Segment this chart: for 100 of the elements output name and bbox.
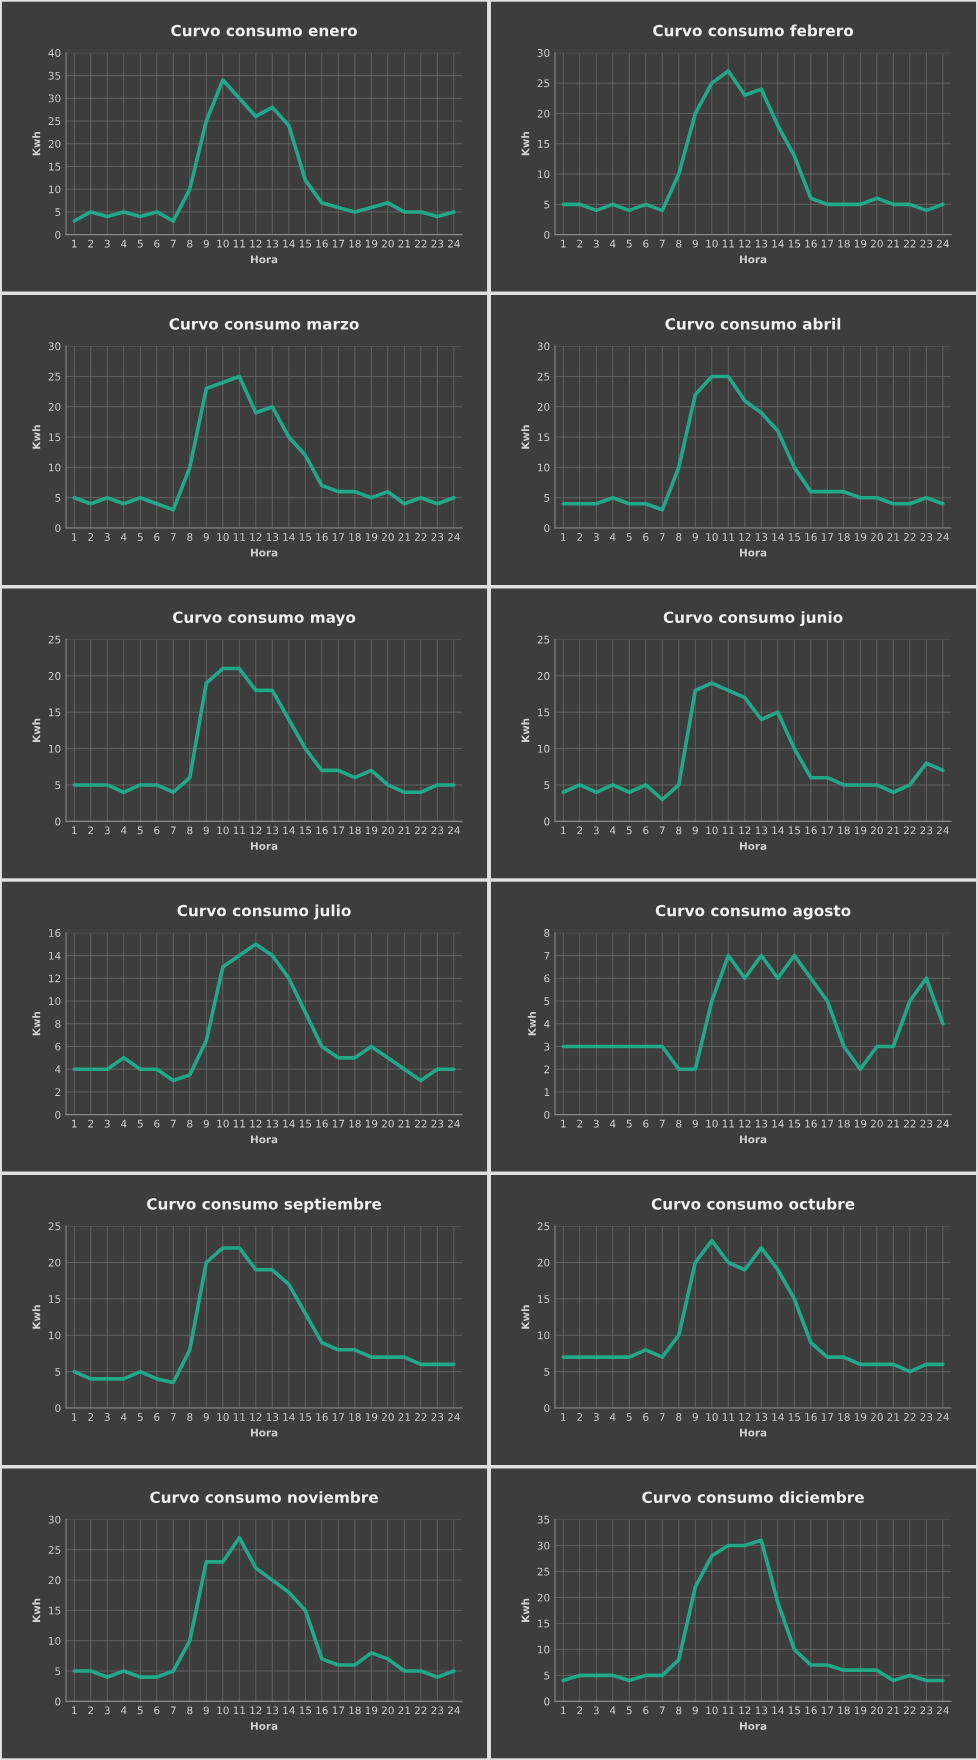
x-tick-label: 11 (233, 533, 245, 541)
y-axis-title: Kwh (521, 131, 530, 156)
x-tick-label: 15 (788, 1413, 801, 1421)
y-tick-label: 30 (48, 94, 61, 103)
y-tick-label: 12 (49, 974, 61, 983)
y-axis-title: Kwh (32, 131, 41, 156)
x-tick-label: 16 (805, 533, 817, 541)
x-tick-label: 24 (936, 1706, 949, 1715)
x-axis-title: Hora (251, 1135, 278, 1144)
x-tick-label: 6 (154, 1706, 160, 1715)
x-tick-label: 23 (431, 1413, 444, 1421)
x-axis-title: Hora (251, 255, 278, 264)
x-axis-title: Hora (740, 1722, 767, 1730)
x-tick-label: 24 (936, 1413, 949, 1421)
y-tick-label: 8 (544, 929, 550, 937)
x-tick-label: 22 (414, 1413, 427, 1421)
x-tick-label: 16 (805, 1413, 817, 1421)
x-tick-label: 9 (692, 826, 698, 835)
y-axis-title: Kwh (32, 1011, 41, 1036)
x-tick-label: 6 (154, 239, 160, 248)
x-tick-label: 21 (887, 826, 900, 835)
y-tick-label: 20 (537, 1593, 550, 1602)
x-tick-label: 15 (788, 239, 801, 248)
x-tick-label: 13 (755, 1413, 768, 1421)
x-tick-label: 22 (414, 1119, 427, 1128)
x-tick-label: 18 (349, 1413, 361, 1421)
x-tick-label: 24 (447, 826, 460, 835)
x-tick-label: 24 (936, 533, 949, 541)
x-tick-label: 13 (266, 826, 279, 835)
x-tick-label: 4 (120, 1706, 127, 1715)
x-axis-title: Hora (740, 1135, 767, 1144)
x-tick-label: 7 (659, 1119, 665, 1128)
x-tick-label: 20 (381, 1119, 394, 1128)
x-tick-label: 20 (870, 239, 883, 248)
x-tick-label: 6 (643, 1413, 649, 1421)
x-tick-label: 17 (821, 533, 834, 541)
line-series (72, 942, 456, 1083)
x-tick-label: 11 (233, 826, 245, 835)
x-tick-label: 4 (609, 826, 616, 835)
x-tick-label: 4 (120, 1119, 127, 1128)
x-tick-label: 6 (154, 533, 160, 541)
x-tick-label: 2 (577, 533, 583, 541)
y-tick-label: 25 (48, 117, 61, 126)
x-tick-label: 1 (72, 1119, 77, 1128)
y-tick-label: 10 (49, 1636, 61, 1645)
x-tick-label: 10 (706, 1706, 718, 1715)
x-tick-label: 11 (233, 1413, 245, 1421)
x-tick-label: 3 (593, 826, 599, 835)
x-tick-label: 5 (137, 239, 143, 248)
x-tick-label: 2 (88, 1119, 94, 1128)
x-tick-label: 9 (203, 533, 209, 541)
x-tick-label: 22 (903, 1119, 916, 1128)
x-tick-label: 24 (447, 1706, 460, 1715)
x-tick-label: 15 (299, 826, 312, 835)
x-tick-label: 18 (838, 826, 850, 835)
x-tick-label: 17 (821, 826, 834, 835)
x-tick-label: 14 (772, 1413, 784, 1421)
x-tick-label: 13 (755, 826, 768, 835)
x-tick-label: 8 (676, 1413, 682, 1421)
y-tick-label: 15 (538, 708, 550, 717)
x-tick-label: 3 (593, 533, 599, 541)
x-tick-label: 2 (577, 239, 583, 248)
x-tick-label: 13 (266, 533, 279, 541)
y-tick-label: 15 (49, 433, 61, 442)
x-tick-label: 6 (643, 1119, 649, 1128)
y-tick-label: 25 (48, 372, 61, 381)
x-tick-label: 12 (250, 533, 262, 541)
x-tick-label: 22 (903, 1706, 916, 1715)
x-tick-label: 11 (722, 1413, 734, 1421)
x-tick-label: 19 (365, 239, 378, 248)
x-tick-label: 16 (805, 239, 817, 248)
y-tick-label: 5 (55, 494, 61, 502)
y-tick-label: 8 (55, 1019, 61, 1028)
x-tick-label: 8 (187, 1413, 193, 1421)
y-tick-label: 25 (48, 635, 61, 644)
x-tick-label: 24 (936, 1119, 949, 1128)
x-tick-label: 5 (626, 826, 632, 835)
y-tick-label: 20 (48, 402, 61, 411)
x-tick-label: 12 (250, 239, 262, 248)
x-tick-label: 19 (854, 1413, 867, 1421)
x-tick-label: 8 (676, 826, 682, 835)
x-tick-label: 16 (805, 826, 817, 835)
x-tick-label: 8 (676, 1119, 682, 1128)
x-tick-label: 23 (920, 1706, 933, 1715)
line-series (72, 1246, 456, 1385)
y-tick-label: 35 (48, 71, 61, 80)
y-tick-label: 0 (55, 817, 61, 826)
y-tick-label: 5 (544, 1367, 550, 1376)
x-tick-label: 9 (692, 533, 698, 541)
x-tick-label: 1 (72, 1413, 77, 1421)
x-tick-label: 17 (332, 1413, 345, 1421)
y-tick-label: 0 (55, 524, 61, 533)
x-tick-label: 12 (250, 1413, 262, 1421)
x-tick-label: 15 (788, 826, 801, 835)
y-tick-label: 10 (538, 170, 550, 179)
chart-title: Curvo consumo marzo (169, 318, 359, 330)
x-tick-label: 23 (431, 826, 444, 835)
y-axis-title: Kwh (521, 1305, 530, 1329)
x-tick-label: 6 (643, 533, 649, 541)
x-tick-label: 17 (821, 1706, 834, 1715)
